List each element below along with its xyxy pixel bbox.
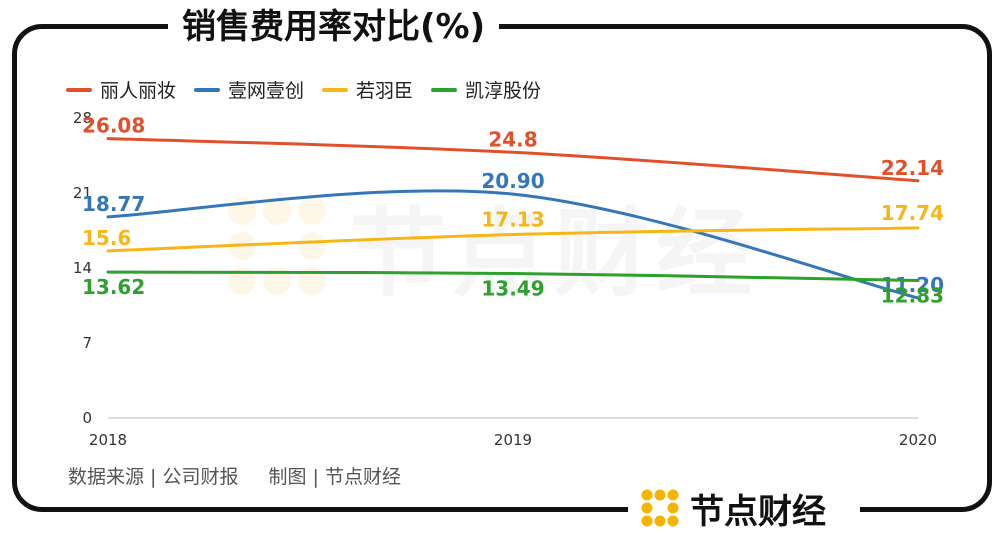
legend-swatch [322,87,349,92]
legend-item: 凯淳股份 [431,76,541,103]
y-tick-label: 28 [73,109,92,127]
data-label: 20.90 [481,169,544,193]
data-label: 24.8 [488,127,537,151]
legend-swatch [431,87,458,92]
legend-label: 丽人丽妆 [100,80,177,102]
legend-swatch [194,87,221,92]
data-label: 12.83 [881,284,944,308]
y-tick-label: 7 [82,334,92,352]
x-tick-label: 2020 [899,431,937,449]
data-label: 15.6 [82,226,131,250]
series-line [106,137,920,183]
data-label: 17.74 [881,201,944,225]
y-tick-label: 0 [82,409,92,427]
legend-label: 若羽臣 [356,80,414,102]
legend-item: 丽人丽妆 [66,76,176,103]
legend-swatch [66,87,92,92]
y-tick-label: 21 [73,184,92,202]
series-line [106,226,920,253]
series-line [106,189,920,300]
chart-credit: 制图 | 节点财经 [268,466,401,488]
legend: 丽人丽妆 壹网壹创 若羽臣 凯淳股份 [66,76,541,103]
chart-frame [12,24,992,512]
data-label: 13.62 [82,275,145,299]
brand-name: 节点财经 [690,491,826,532]
data-label: 18.77 [82,192,145,216]
title-container: 销售费用率对比(%) [168,4,500,50]
x-tick-label: 2019 [494,431,532,449]
series-line [106,270,920,283]
data-source: 数据来源 | 公司财报 [68,466,239,488]
x-tick-label: 2018 [89,431,127,449]
data-label: 22.14 [881,156,944,180]
source-note: 数据来源 | 公司财报 制图 | 节点财经 [68,462,401,489]
watermark-text: 节点财经 [350,198,758,310]
legend-label: 壹网壹创 [228,80,305,102]
y-tick-label: 14 [73,259,92,277]
data-label: 13.49 [481,276,544,300]
data-label: 17.13 [481,207,544,231]
data-label: 11.20 [881,273,944,297]
legend-label: 凯淳股份 [465,80,542,102]
brand-badge: 节点财经 [628,482,860,534]
data-label: 26.08 [82,114,145,138]
legend-item: 若羽臣 [322,76,413,103]
chart-title: 销售费用率对比(%) [182,7,486,47]
brand-logo-icon [641,489,679,527]
legend-item: 壹网壹创 [194,76,304,103]
